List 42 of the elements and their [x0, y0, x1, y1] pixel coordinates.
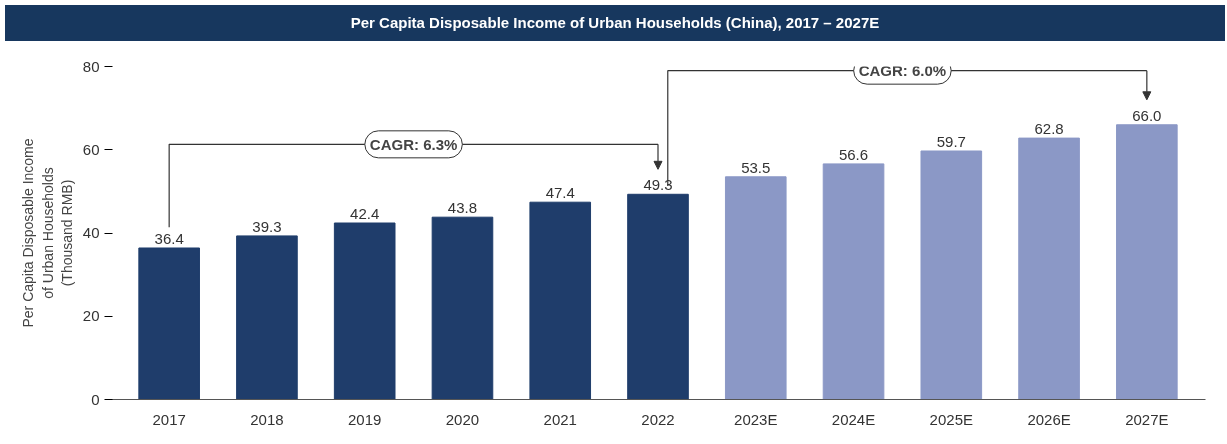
- data-label: 42.4: [350, 205, 380, 223]
- bar: [138, 247, 200, 400]
- x-tick-label: 2022: [641, 410, 675, 428]
- data-label: 43.8: [447, 199, 478, 217]
- y-tick-label: 20: [82, 307, 100, 325]
- x-tick-label: 2026E: [1027, 410, 1071, 428]
- bar: [1018, 137, 1080, 400]
- annotation: CAGR: 6.3%: [369, 135, 458, 153]
- y-tick-label: 80: [82, 57, 100, 75]
- chart-title: Per Capita Disposable Income of Urban Households (China), 2017 – 2027E: [350, 13, 880, 33]
- bar: [431, 216, 494, 400]
- x-tick-label: 2017: [152, 410, 186, 428]
- bar: [724, 176, 787, 400]
- data-label: 59.7: [936, 133, 966, 150]
- data-label: 39.3: [252, 217, 282, 235]
- data-label: 56.6: [838, 145, 869, 163]
- data-label: 66.0: [1132, 106, 1162, 124]
- x-tick-label: 2027E: [1125, 410, 1169, 428]
- bar: [1116, 124, 1178, 400]
- bar: [920, 150, 983, 400]
- data-label: 49.3: [643, 176, 673, 194]
- x-tick-label: 2018: [250, 410, 284, 428]
- bar: [627, 193, 689, 400]
- bar: [333, 222, 396, 400]
- bar: [529, 201, 592, 400]
- x-tick-label: 2024E: [831, 410, 876, 428]
- bar: [822, 163, 885, 400]
- data-label: 47.4: [545, 184, 575, 202]
- annotation: CAGR: 6.0%: [858, 62, 947, 80]
- y-tick-label: 40: [82, 224, 100, 241]
- x-tick-label: 2021: [543, 410, 577, 428]
- y-tick-label: 0: [91, 390, 100, 408]
- data-label: 62.8: [1034, 120, 1064, 138]
- y-axis-title: Per Capita Disposable Income of Urban Households (Thousand RMB): [20, 138, 75, 328]
- x-tick-label: 2019: [348, 410, 382, 428]
- data-label: 53.5: [741, 158, 771, 176]
- x-tick-label: 2020: [445, 410, 480, 428]
- data-label: 36.4: [154, 229, 184, 247]
- x-tick-label: 2023E: [734, 410, 778, 428]
- bar: [236, 235, 298, 400]
- x-tick-label: 2025E: [929, 410, 973, 428]
- y-tick-label: 60: [82, 140, 100, 158]
